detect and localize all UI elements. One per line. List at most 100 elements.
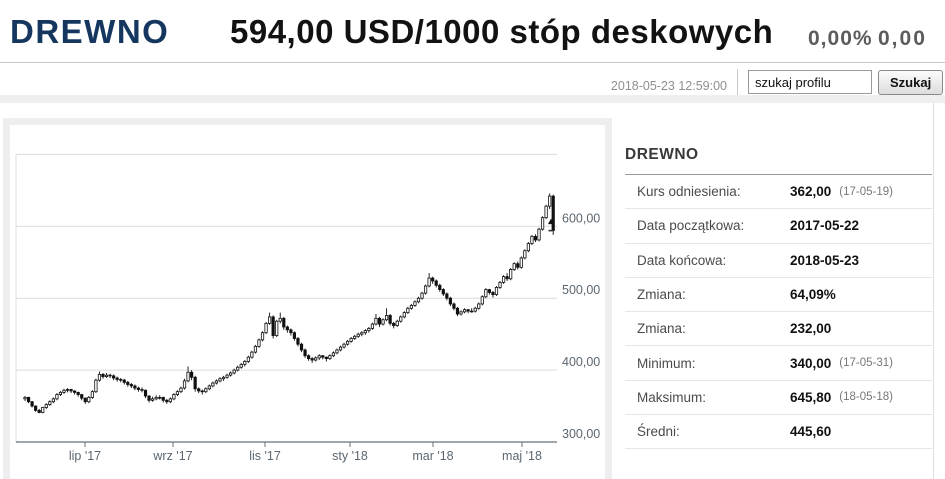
candle-body bbox=[509, 269, 513, 280]
candle-body bbox=[480, 296, 484, 305]
candle-body bbox=[175, 391, 180, 395]
candle-body bbox=[204, 388, 208, 393]
candle-body bbox=[306, 355, 311, 359]
stat-row: Maksimum: 645,80 (18-05-18) bbox=[625, 381, 932, 416]
candle-body bbox=[409, 304, 414, 309]
stat-date-note: (18-05-18) bbox=[839, 391, 893, 404]
candle-body bbox=[363, 330, 367, 334]
candle-body bbox=[65, 389, 70, 391]
candle-body bbox=[101, 374, 105, 377]
x-axis-label: sty '18 bbox=[332, 449, 368, 463]
y-axis-label: 600,00 bbox=[562, 211, 600, 225]
candle-body bbox=[416, 297, 421, 303]
stat-row: Zmiana: 232,00 bbox=[625, 312, 932, 347]
stat-row: Data końcowa: 2018-05-23 bbox=[625, 244, 932, 278]
candle-body bbox=[484, 289, 488, 298]
candle-body bbox=[168, 398, 172, 403]
stat-value: 445,60 bbox=[790, 424, 832, 440]
sub-header: 2018-05-23 12:59:00 Szukaj bbox=[0, 63, 945, 95]
candle-body bbox=[477, 303, 481, 309]
candle-body bbox=[108, 374, 112, 377]
candle-body bbox=[540, 217, 545, 230]
candle-body bbox=[331, 352, 336, 357]
vertical-separator bbox=[737, 69, 738, 95]
candle-body bbox=[324, 356, 328, 359]
candle-body bbox=[214, 380, 219, 384]
candle-body bbox=[172, 394, 176, 400]
candle-body bbox=[487, 289, 491, 293]
stat-label: Maksimum: bbox=[637, 389, 707, 405]
candle-body bbox=[292, 332, 297, 339]
candle-body bbox=[232, 369, 236, 374]
candle-body bbox=[548, 195, 552, 207]
candle-body bbox=[83, 397, 87, 403]
candle-body bbox=[197, 388, 201, 392]
candle-body bbox=[104, 374, 109, 377]
candle-body bbox=[523, 250, 527, 259]
candle-body bbox=[438, 284, 442, 290]
candle-body bbox=[186, 371, 190, 382]
candle-body bbox=[551, 195, 555, 232]
candle-body bbox=[526, 243, 530, 252]
stat-row: Kurs odniesienia: 362,00 (17-05-19) bbox=[625, 175, 932, 210]
candle-body bbox=[257, 339, 261, 347]
price-chart-canvas[interactable]: 600,00 500,00 400,00 300,00 lip '17 wrz '17 li… bbox=[10, 125, 605, 479]
candle-body bbox=[466, 309, 470, 312]
stat-label: Średni: bbox=[637, 424, 680, 440]
candle-body bbox=[76, 391, 80, 395]
chart-panel: 600,00 500,00 400,00 300,00 lip '17 wrz '17 li… bbox=[10, 125, 605, 479]
search-input[interactable] bbox=[748, 70, 872, 94]
y-axis-label: 500,00 bbox=[562, 283, 600, 297]
search-button[interactable]: Szukaj bbox=[878, 70, 944, 95]
candle-body bbox=[445, 293, 449, 299]
candle-body bbox=[423, 285, 428, 294]
candle-body bbox=[278, 317, 282, 322]
candle-body bbox=[271, 316, 275, 336]
candle-body bbox=[455, 307, 460, 315]
candle-body bbox=[377, 317, 382, 325]
x-axis-label: lis '17 bbox=[249, 449, 281, 463]
candle-body bbox=[470, 310, 474, 313]
candle-body bbox=[126, 381, 130, 385]
candle-body bbox=[193, 376, 197, 390]
candle-body bbox=[402, 312, 406, 318]
candle-body bbox=[448, 297, 453, 305]
candle-body bbox=[133, 385, 137, 389]
candle-body bbox=[143, 389, 148, 397]
candle-body bbox=[392, 322, 396, 326]
candle-body bbox=[44, 404, 48, 408]
candle-body bbox=[367, 327, 371, 331]
candle-body bbox=[165, 399, 169, 403]
candle-body bbox=[243, 361, 247, 365]
candle-body bbox=[434, 280, 438, 286]
candle-body bbox=[459, 311, 463, 315]
candle-body bbox=[34, 405, 38, 411]
candle-body bbox=[413, 301, 417, 306]
candle-body bbox=[41, 407, 45, 413]
candle-body bbox=[221, 376, 226, 380]
x-axis-label: mar '18 bbox=[412, 449, 453, 463]
candle-body bbox=[370, 323, 375, 329]
candle-body bbox=[314, 357, 318, 361]
candle-body bbox=[349, 338, 353, 342]
stat-label: Data końcowa: bbox=[637, 252, 727, 268]
header-divider bbox=[0, 62, 945, 63]
candle-body bbox=[289, 329, 293, 334]
candle-body bbox=[94, 379, 98, 393]
candle-body bbox=[58, 391, 63, 395]
last-price-arrow bbox=[548, 218, 554, 225]
candle-body bbox=[200, 390, 204, 393]
candle-body bbox=[494, 287, 499, 296]
candle-body bbox=[537, 228, 541, 241]
candle-body bbox=[516, 263, 520, 268]
right-edge-divider bbox=[933, 103, 934, 479]
candle-body bbox=[310, 358, 314, 361]
candle-body bbox=[299, 343, 304, 351]
candle-body bbox=[342, 343, 346, 348]
candle-body bbox=[420, 292, 424, 299]
candle-body bbox=[462, 309, 467, 313]
stats-panel: DREWNO Kurs odniesienia: 362,00 (17-05-1… bbox=[625, 146, 932, 450]
candle-body bbox=[253, 345, 258, 353]
candle-body bbox=[498, 281, 502, 288]
candle-body bbox=[374, 317, 378, 325]
